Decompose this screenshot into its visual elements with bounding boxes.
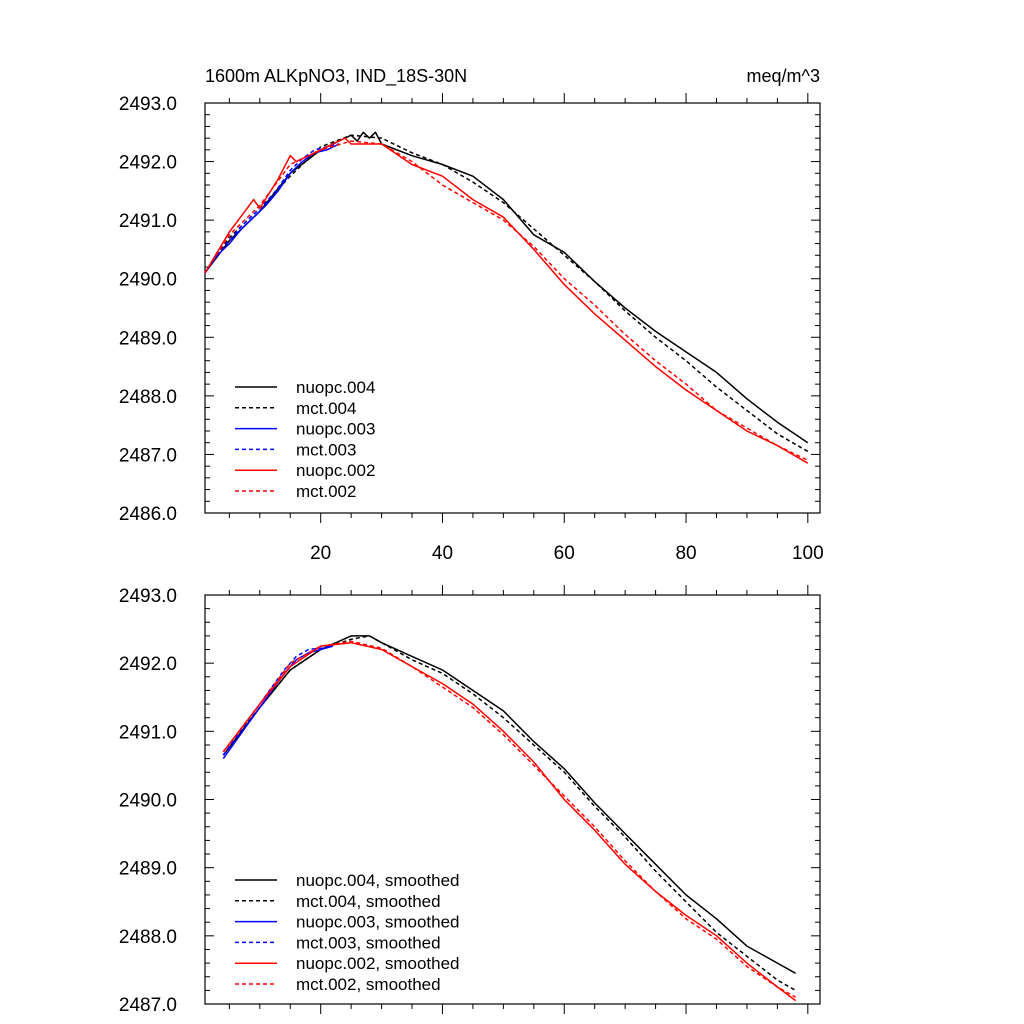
legend-label: mct.002 (296, 482, 356, 501)
y-tick-label: 2491.0 (119, 211, 177, 232)
series-line-mct-002-smoothed (222, 640, 796, 998)
bottom-chart-panel: 2487.0 2488.0 2489.0 2490.0 2491.0 2492.0 2493… (119, 585, 821, 1016)
series-line-nuopc-003 (204, 143, 340, 274)
y-tick-label: 2486.0 (119, 504, 177, 525)
legend-label: nuopc.002 (296, 461, 375, 480)
x-tick-label: 20 (310, 543, 331, 564)
legend-label: nuopc.003 (296, 420, 375, 439)
legend-label: mct.003, smoothed (296, 933, 441, 952)
x-tick-label: 40 (432, 543, 453, 564)
y-tick-label: 2493.0 (119, 94, 177, 115)
y-tick-label: 2489.0 (119, 859, 177, 880)
legend-label: nuopc.003, smoothed (296, 913, 460, 932)
legend-label: mct.004 (296, 399, 356, 418)
y-tick-label: 2493.0 (119, 586, 177, 607)
series-line-mct-004 (204, 134, 809, 453)
plot-frame (204, 102, 821, 514)
y-tick-label: 2487.0 (119, 995, 177, 1016)
series-line-nuopc-002 (204, 137, 809, 464)
y-tick-label: 2491.0 (119, 722, 177, 743)
y-tick-label: 2489.0 (119, 328, 177, 349)
series-line-nuopc-003-smoothed (222, 645, 334, 760)
y-tick-label: 2488.0 (119, 387, 177, 408)
series-line-nuopc-002-smoothed (222, 641, 797, 1002)
legend-label: mct.002, smoothed (296, 975, 441, 994)
top-chart-panel: 2486.0 2487.0 2488.0 2489.0 2490.0 2491.0 2492… (119, 66, 824, 564)
y-tick-label: 2492.0 (119, 654, 177, 675)
legend-label: nuopc.004 (296, 378, 375, 397)
units-label: meq/m^3 (747, 66, 820, 86)
x-tick-label: 100 (792, 543, 824, 564)
series-line-mct-003 (204, 143, 340, 274)
y-tick-label: 2490.0 (119, 270, 177, 291)
x-tick-label: 80 (675, 543, 696, 564)
legend-label: mct.003 (296, 440, 356, 459)
legend-label: mct.004, smoothed (296, 892, 441, 911)
legend-label: nuopc.004, smoothed (296, 871, 460, 890)
legend-label: nuopc.002, smoothed (296, 954, 460, 973)
series-line-mct-003-smoothed (222, 644, 334, 756)
y-tick-label: 2488.0 (119, 927, 177, 948)
y-tick-label: 2490.0 (119, 791, 177, 812)
chart-title: 1600m ALKpNO3, IND_18S-30N (205, 66, 467, 87)
y-tick-label: 2492.0 (119, 153, 177, 174)
y-tick-label: 2487.0 (119, 445, 177, 466)
legend: nuopc.004, smoothed mct.004, smoothed nuop… (235, 871, 460, 994)
series-line-mct-002 (204, 140, 809, 461)
x-tick-label: 60 (554, 543, 575, 564)
